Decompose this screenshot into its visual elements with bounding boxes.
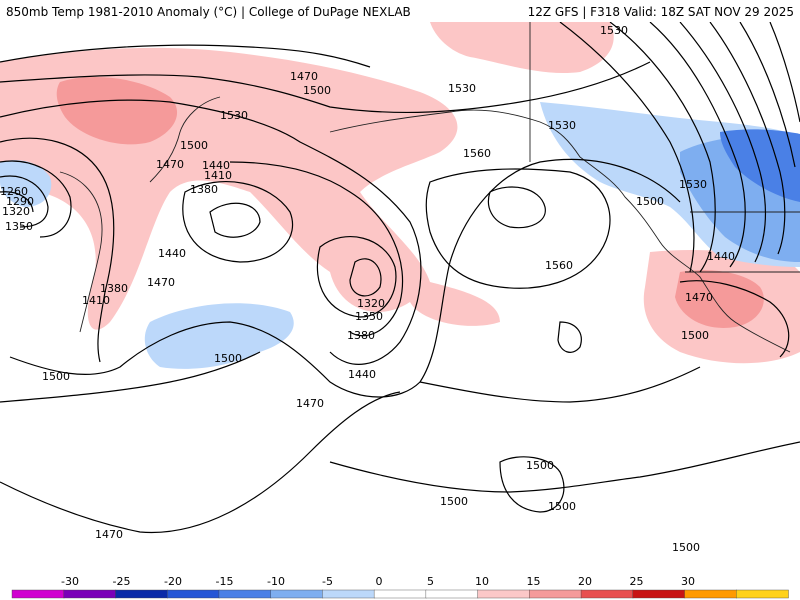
contour-label: 1350 — [355, 310, 383, 323]
contour-label: 1530 — [600, 24, 628, 37]
contour-label: 1410 — [82, 294, 110, 307]
contour-label: 1500 — [42, 370, 70, 383]
colorbar-swatch — [632, 589, 686, 599]
contour-label: 1350 — [5, 220, 33, 233]
contour-label: 1500 — [303, 84, 331, 97]
colorbar-swatch — [115, 589, 168, 599]
colorbar-swatch — [11, 589, 65, 599]
weather-map: 1530 1470 1500 1530 1530 1560 1500 1440 … — [0, 22, 800, 572]
colorbar-swatch — [166, 589, 220, 599]
map-header: 850mb Temp 1981-2010 Anomaly (°C) | Coll… — [0, 0, 800, 22]
colorbar-tick-label: -15 — [216, 575, 234, 588]
colorbar-swatch — [270, 589, 324, 599]
contour-label: 1470 — [296, 397, 324, 410]
contour-label: 1500 — [681, 329, 709, 342]
colorbar-swatch — [477, 589, 531, 599]
contour-label: 1470 — [156, 158, 184, 171]
colorbar-tick-labels: -30 -25 -20 -15 -10 -5 0 5 10 15 20 25 30 — [61, 575, 695, 588]
contour-label: 1470 — [290, 70, 318, 83]
colorbar-swatch — [63, 589, 117, 599]
contour-label: 1290 — [6, 195, 34, 208]
contour-label: 1440 — [202, 159, 230, 172]
colorbar-tick-label: -5 — [322, 575, 333, 588]
contour-label: 1560 — [463, 147, 491, 160]
contour-label: 1470 — [147, 276, 175, 289]
contour-label: 1440 — [158, 247, 186, 260]
colorbar-tick-label: 30 — [681, 575, 695, 588]
color-scale-bar: -30 -25 -20 -15 -10 -5 0 5 10 15 20 25 30 — [11, 575, 789, 599]
contour-label: 1440 — [348, 368, 376, 381]
contour-label: 1500 — [636, 195, 664, 208]
colorbar-swatch — [373, 589, 427, 599]
contour-label: 1560 — [545, 259, 573, 272]
colorbar-swatch — [425, 589, 479, 599]
contour-label: 1530 — [220, 109, 248, 122]
contour-labels: 1530 1470 1500 1530 1530 1560 1500 1440 … — [0, 24, 735, 554]
contour-label: 1500 — [440, 495, 468, 508]
contour-label: 1500 — [180, 139, 208, 152]
contour-label: 1500 — [548, 500, 576, 513]
contour-label: 1500 — [214, 352, 242, 365]
contour-label: 1380 — [347, 329, 375, 342]
colorbar-swatch — [529, 589, 582, 599]
contour-label: 1530 — [679, 178, 707, 191]
map-title: 850mb Temp 1981-2010 Anomaly (°C) | Coll… — [6, 5, 411, 19]
contour-label: 1470 — [95, 528, 123, 541]
colorbar-tick-label: -25 — [113, 575, 131, 588]
colorbar-swatch — [218, 589, 272, 599]
contour-label: 1320 — [357, 297, 385, 310]
colorbar-tick-label: -30 — [61, 575, 79, 588]
colorbar-swatches — [11, 589, 789, 599]
height-contours — [0, 22, 800, 534]
strong-warm-anomaly — [56, 77, 764, 328]
colorbar-tick-label: 5 — [427, 575, 434, 588]
model-run-info: 12Z GFS | F318 Valid: 18Z SAT NOV 29 202… — [527, 5, 794, 19]
colorbar-tick-label: -20 — [164, 575, 182, 588]
colorbar-tick-label: 0 — [376, 575, 383, 588]
colorbar-swatch — [684, 589, 737, 599]
colorbar-tick-label: 25 — [630, 575, 644, 588]
contour-label: 1530 — [448, 82, 476, 95]
colorbar-tick-label: 20 — [578, 575, 592, 588]
contour-label: 1380 — [190, 183, 218, 196]
colorbar-swatch — [736, 589, 789, 599]
contour-label: 1410 — [204, 169, 232, 182]
colorbar-tick-label: 10 — [475, 575, 489, 588]
contour-label: 1320 — [2, 205, 30, 218]
contour-label: 1530 — [548, 119, 576, 132]
colorbar-tick-label: 15 — [527, 575, 541, 588]
colorbar-swatch — [580, 589, 634, 599]
contour-label: 1500 — [672, 541, 700, 554]
contour-label: 1380 — [100, 282, 128, 295]
contour-label: 1500 — [526, 459, 554, 472]
cold-anomaly-shading — [0, 102, 800, 369]
colorbar-swatch — [322, 589, 375, 599]
contour-label: 1260 — [0, 185, 28, 198]
contour-label: 1440 — [707, 250, 735, 263]
colorbar-tick-label: -10 — [267, 575, 285, 588]
contour-label: 1470 — [685, 291, 713, 304]
